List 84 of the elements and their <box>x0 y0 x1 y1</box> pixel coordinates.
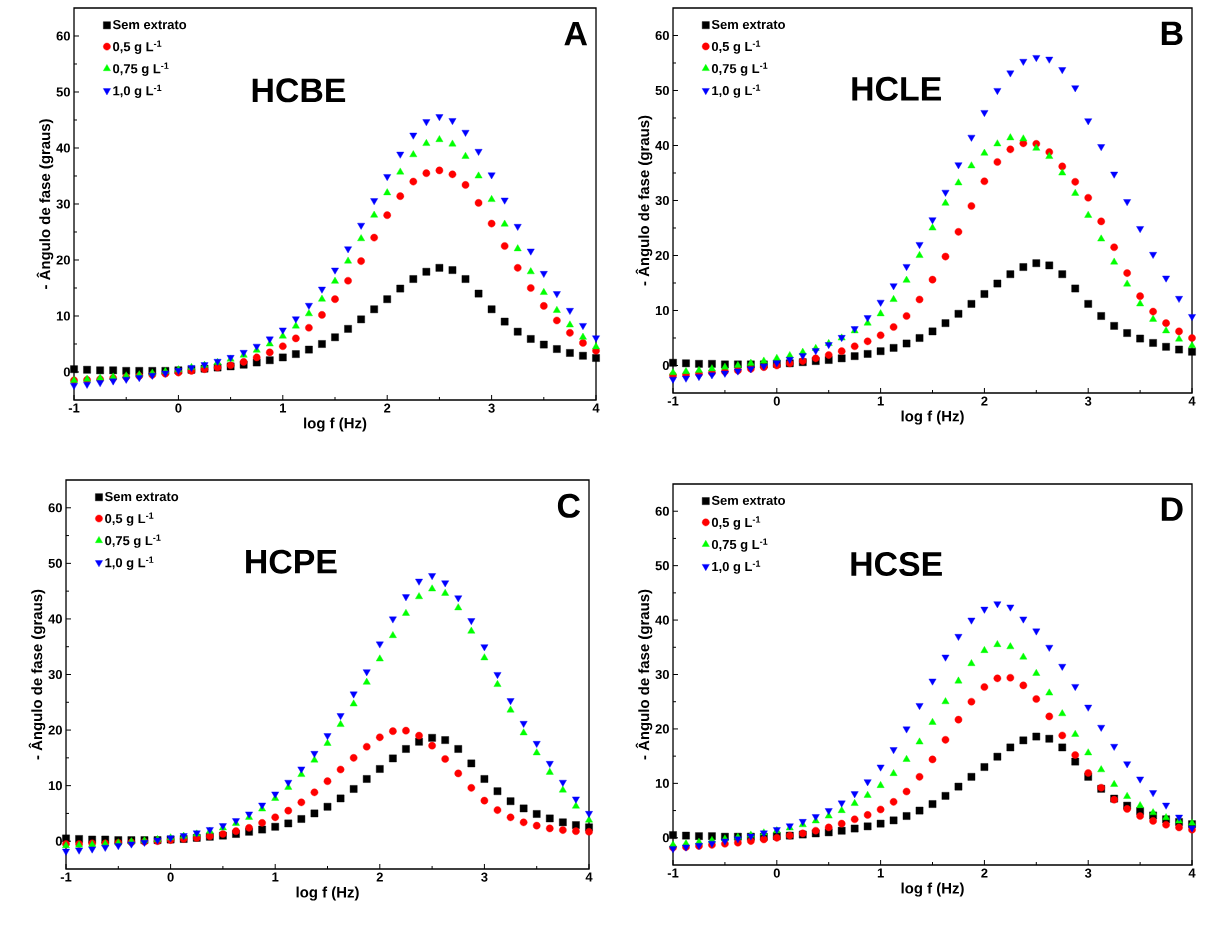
y-tick-label: 30 <box>56 199 70 209</box>
x-tick-label: 4 <box>592 403 600 413</box>
legend-label: 0,5 g L$^{-1}$ <box>105 512 154 526</box>
y-tick-label: 60 <box>655 506 669 516</box>
x-tick-label: 4 <box>585 872 593 882</box>
x-tick-label: 3 <box>488 403 495 413</box>
y-tick-label: 40 <box>655 140 669 151</box>
y-tick-label: 30 <box>655 669 669 680</box>
y-tick-label: 20 <box>56 255 70 265</box>
x-axis-title: log f (Hz) <box>304 417 367 432</box>
legend-label: 1,0 g L$^{-1}$ <box>113 84 162 98</box>
y-tick-label: 60 <box>48 503 62 513</box>
y-tick-label: 40 <box>56 143 70 153</box>
y-tick-label: 20 <box>48 725 62 735</box>
x-tick-label: 1 <box>877 868 884 878</box>
legend-label: 0,75 g L$^{-1}$ <box>711 62 768 76</box>
x-tick-label: 2 <box>981 868 988 878</box>
legend-label: 0,75 g L$^{-1}$ <box>711 538 768 552</box>
legend-label: 1,0 g L$^{-1}$ <box>712 84 761 98</box>
y-tick-label: 50 <box>655 561 669 571</box>
y-tick-label: 50 <box>48 558 62 568</box>
chart-title: C <box>557 493 581 518</box>
y-tick-label: 30 <box>655 195 669 206</box>
y-tick-label: 50 <box>655 85 669 96</box>
y-tick-label: 40 <box>655 615 669 625</box>
legend-label: 0,5 g L$^{-1}$ <box>113 40 162 54</box>
x-axis-title: log f (Hz) <box>901 882 964 897</box>
legend-label: 1,0 g L$^{-1}$ <box>105 556 154 570</box>
y-tick-label: 10 <box>48 781 62 791</box>
x-axis-title: log f (Hz) <box>901 410 964 425</box>
x-tick-label: 1 <box>272 872 279 882</box>
x-tick-label: 0 <box>773 396 780 406</box>
y-tick-label: 30 <box>48 669 62 680</box>
y-tick-label: 60 <box>56 31 70 41</box>
y-axis-title: - Ângulo de fase (graus) <box>635 115 653 286</box>
legend-label: 0,75 g L$^{-1}$ <box>105 534 161 548</box>
y-axis-title: - Ângulo de fase (graus) <box>635 589 653 760</box>
x-tick-label: 3 <box>481 872 488 882</box>
y-axis-title: - Ângulo de fase (graus) <box>36 119 54 289</box>
y-tick-label: 0 <box>662 833 669 843</box>
x-tick-label: -1 <box>60 872 72 882</box>
text: HCSE <box>851 552 942 577</box>
y-tick-label: 0 <box>55 836 62 846</box>
legend-label: 1,0 g L$^{-1}$ <box>712 560 761 574</box>
text: HCPE <box>246 549 337 574</box>
y-tick-label: 50 <box>56 87 70 97</box>
x-tick-label: -1 <box>667 396 679 406</box>
chart-title: B <box>1161 21 1183 45</box>
legend-label: Sem extrato <box>711 19 786 30</box>
x-tick-label: 2 <box>376 872 383 882</box>
y-tick-label: 10 <box>655 305 669 316</box>
x-tick-label: -1 <box>667 868 679 878</box>
y-tick-label: 0 <box>662 360 669 371</box>
x-tick-label: 1 <box>280 403 287 413</box>
y-tick-label: 40 <box>48 614 62 624</box>
x-tick-label: 2 <box>384 403 391 413</box>
x-tick-label: -1 <box>68 403 80 413</box>
y-tick-label: 60 <box>655 30 669 41</box>
chart-title: A <box>564 21 588 46</box>
legend-label: Sem extrato <box>104 491 179 502</box>
x-tick-label: 0 <box>175 403 182 413</box>
legend-label: 0,5 g L$^{-1}$ <box>711 40 761 54</box>
y-tick-label: 10 <box>56 311 70 321</box>
legend-label: Sem extrato <box>112 20 187 30</box>
x-tick-label: 0 <box>167 872 174 882</box>
x-tick-label: 3 <box>1084 868 1092 878</box>
text: HCLE <box>852 76 941 101</box>
legend-label: Sem extrato <box>711 495 786 505</box>
x-tick-label: 4 <box>1188 868 1196 878</box>
x-tick-label: 2 <box>981 396 988 406</box>
chart-title: D <box>1161 497 1183 521</box>
text: HCBE <box>252 78 346 103</box>
legend-label: 0,5 g L$^{-1}$ <box>711 516 761 530</box>
y-tick-label: 10 <box>655 778 669 788</box>
legend-label: 0,75 g L$^{-1}$ <box>113 62 169 76</box>
x-tick-label: 3 <box>1084 396 1092 406</box>
x-tick-label: 1 <box>877 396 884 406</box>
y-tick-label: 20 <box>655 724 669 734</box>
y-tick-label: 20 <box>655 250 669 261</box>
x-axis-title: log f (Hz) <box>296 886 359 901</box>
y-tick-label: 0 <box>63 367 70 377</box>
x-tick-label: 0 <box>773 868 780 878</box>
x-tick-label: 4 <box>1188 396 1196 406</box>
y-axis-title: - Ângulo de fase (graus) <box>28 589 46 760</box>
